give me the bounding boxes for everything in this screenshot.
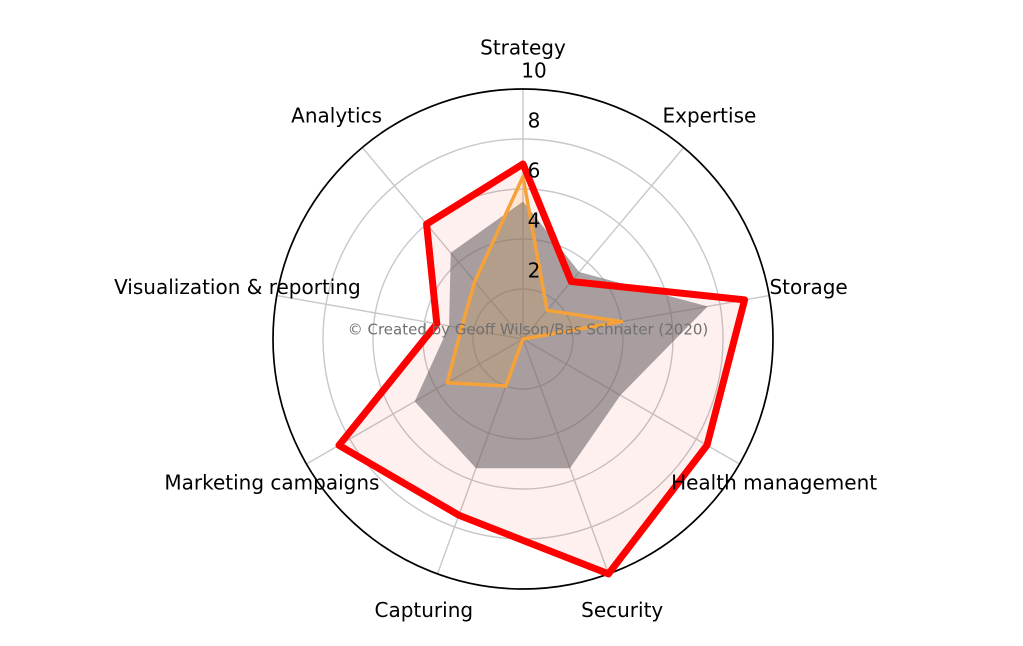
axis-label-strategy: Strategy bbox=[480, 36, 566, 60]
axis-label-analytics: Analytics bbox=[291, 103, 382, 127]
r-tick-label-10: 10 bbox=[521, 59, 546, 83]
axis-label-health-management: Health management bbox=[671, 471, 877, 495]
axis-label-security: Security bbox=[581, 598, 663, 622]
gray-fill-series-fill bbox=[414, 201, 708, 469]
polar-spine bbox=[272, 88, 774, 590]
copyright-text: © Created by Geoff Wilson/Bas Schnater (… bbox=[348, 321, 709, 339]
red-outline-series-line bbox=[335, 160, 749, 578]
axis-label-capturing: Capturing bbox=[375, 598, 474, 622]
series-stroke-layer bbox=[335, 160, 749, 578]
r-tick-label-8: 8 bbox=[528, 109, 541, 133]
orange-outline-series-line bbox=[445, 174, 624, 388]
category-label-layer: Strategy Expertise Storage Health managemen… bbox=[114, 36, 877, 623]
r-tick-label-4: 4 bbox=[528, 209, 541, 233]
series-fill-layer bbox=[339, 164, 745, 574]
r-tick-label-2: 2 bbox=[528, 259, 541, 283]
radial-tick-layer: 2 4 6 8 10 bbox=[521, 59, 546, 283]
axis-label-expertise: Expertise bbox=[662, 103, 756, 127]
axis-label-storage: Storage bbox=[769, 275, 847, 299]
orange-outline-series-fill bbox=[447, 176, 622, 386]
axis-label-marketing-campaigns: Marketing campaigns bbox=[164, 471, 379, 495]
axis-label-visualization-reporting: Visualization & reporting bbox=[114, 275, 361, 299]
annotation-layer: © Created by Geoff Wilson/Bas Schnater (… bbox=[348, 321, 709, 339]
r-tick-label-6: 6 bbox=[528, 159, 541, 183]
